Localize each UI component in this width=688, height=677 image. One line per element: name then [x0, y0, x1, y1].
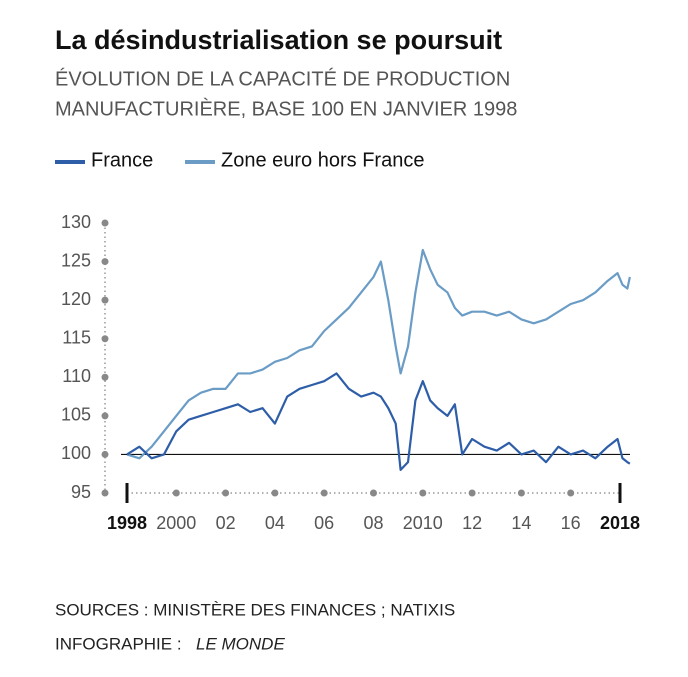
x-tick [172, 489, 180, 497]
y-tick-label: 95 [71, 482, 91, 502]
x-tick [468, 489, 476, 497]
y-tick [101, 412, 109, 420]
x-tick-label: 16 [561, 513, 581, 533]
x-tick [271, 489, 279, 497]
y-tick [101, 335, 109, 343]
y-tick-label: 105 [61, 405, 91, 425]
x-tick-label: 02 [216, 513, 236, 533]
y-tick-label: 110 [62, 366, 91, 386]
chart-title: La désindustrialisation se poursuit [55, 25, 502, 55]
x-tick [419, 489, 427, 497]
legend-label: France [91, 149, 153, 171]
y-tick-label: 115 [62, 327, 91, 347]
x-tick-label: 2018 [600, 513, 640, 533]
y-tick [101, 373, 109, 381]
sources: SOURCES : MINISTÈRE DES FINANCES ; NATIX… [55, 600, 455, 619]
y-tick [101, 489, 109, 497]
credit: LE MONDE [196, 634, 285, 653]
x-tick-label: 14 [511, 513, 531, 533]
legend-label: Zone euro hors France [221, 149, 424, 171]
x-tick-label: 04 [265, 513, 285, 533]
y-tick-label: 100 [61, 443, 91, 463]
y-tick-label: 125 [61, 250, 91, 270]
y-tick [101, 450, 109, 458]
y-tick [101, 258, 109, 266]
x-tick [567, 489, 575, 497]
y-tick-label: 120 [61, 289, 91, 309]
x-tick-label: 08 [363, 513, 383, 533]
x-tick-label: 2000 [156, 513, 196, 533]
subtitle: MANUFACTURIÈRE, BASE 100 EN JANVIER 1998 [55, 97, 517, 120]
series-line [126, 372, 631, 471]
x-tick-label: 06 [314, 513, 334, 533]
x-tick [370, 489, 377, 497]
y-tick [101, 219, 109, 227]
x-tick-label: 1998 [107, 513, 147, 533]
series-line [126, 248, 631, 460]
x-tick [517, 489, 525, 497]
y-tick [101, 296, 109, 304]
credit-label: INFOGRAPHIE : [55, 634, 182, 653]
x-tick [320, 489, 328, 497]
x-tick-label: 2010 [403, 513, 443, 533]
y-tick-label: 130 [61, 212, 91, 232]
subtitle: ÉVOLUTION DE LA CAPACITÉ DE PRODUCTION [55, 67, 510, 90]
x-tick-label: 12 [462, 513, 482, 533]
x-tick [222, 489, 230, 497]
